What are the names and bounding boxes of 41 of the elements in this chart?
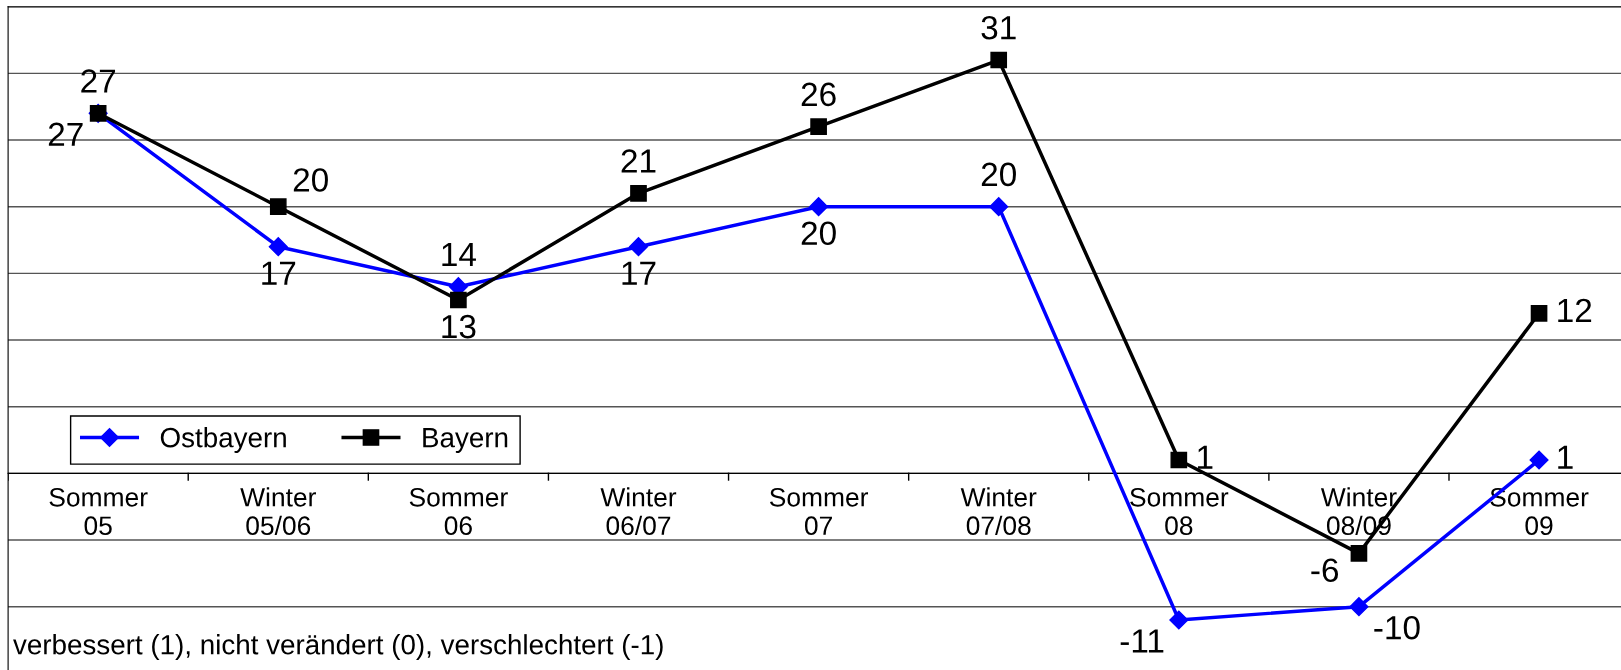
point [630,185,647,202]
x-tick-label: Sommer 05 [49,487,148,536]
point [989,197,1009,217]
data-label: 12 [1558,298,1592,322]
data-label: 20 [293,168,328,192]
data-label: 26 [801,82,836,107]
x-tick-label: Winter 05/06 [240,487,316,536]
point [990,51,1008,69]
data-label: 27 [48,122,83,146]
point [450,291,467,309]
point [1530,305,1548,322]
data-label: 31 [981,15,1016,40]
point [1529,450,1549,470]
legend-label: Ostbayern [160,427,286,453]
data-label: 14 [442,242,476,266]
point [269,198,287,216]
x-tick-label: Sommer 08 [1130,487,1229,536]
point [809,197,829,217]
point [1169,610,1189,630]
data-label: -10 [1374,615,1420,640]
x-tick-label: Sommer 06 [409,487,508,536]
point [268,237,288,257]
data-label: 13 [442,314,476,339]
point [628,237,649,257]
point [1350,545,1368,562]
legend-label: Bayern [423,428,508,453]
data-label: 27 [81,69,116,93]
data-label: 1 [1198,445,1213,469]
point [810,118,827,136]
point [1349,597,1369,617]
x-tick-label: Sommer 07 [769,487,869,536]
data-label: 20 [981,162,1016,187]
x-tick-label: Winter 06/07 [600,487,677,536]
data-label: -11 [1120,629,1164,653]
data-label: 1 [1558,445,1573,469]
annotation: verbessert (1), nicht verändert (0), verschlechtert (-1) [13,634,663,660]
data-label: 21 [621,149,656,173]
point [1170,451,1188,469]
data-label: -6 [1311,558,1339,582]
data-label: 20 [801,221,836,246]
x-tick-label: Winter 07/08 [960,487,1037,536]
